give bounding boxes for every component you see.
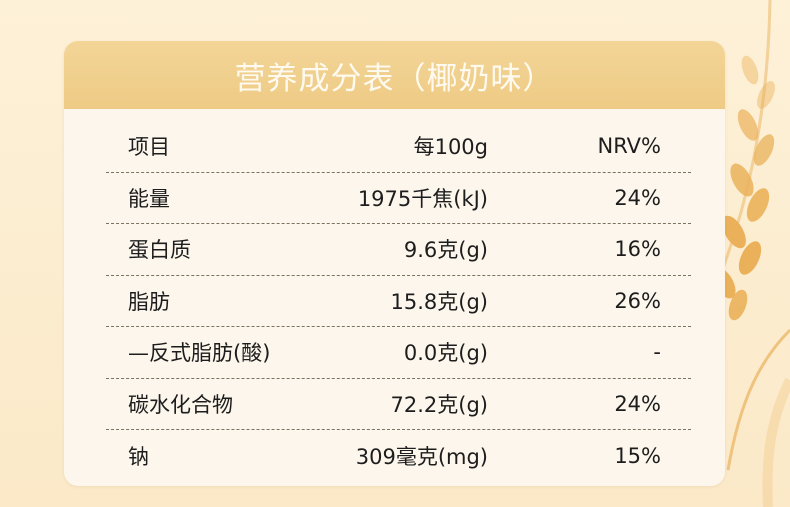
table-row: 碳水化合物 72.2克(g) 24% [106,379,691,430]
row-nrv: 15% [614,443,661,468]
row-item: —反式脂肪(酸) [128,341,271,366]
card-header: 营养成分表（椰奶味） [64,41,725,109]
table-row: 能量 1975千焦(kJ) 24% [106,173,691,224]
row-item: 碳水化合物 [128,392,233,417]
row-per100g: 72.2克(g) [390,392,488,417]
row-nrv: 16% [614,237,661,262]
table-header-row: 项目 每100g NRV% [106,121,691,173]
row-per100g: 0.0克(g) [403,341,488,366]
table-row: 脂肪 15.8克(g) 26% [106,276,691,327]
row-per100g: 1975千焦(kJ) [357,186,488,211]
nutrition-card: 营养成分表（椰奶味） 项目 每100g NRV% 能量 1975千焦(kJ) 2… [64,41,725,486]
row-per100g: 15.8克(g) [390,289,488,314]
table-row: 钠 309毫克(mg) 15% [106,430,691,482]
nutrition-table: 项目 每100g NRV% 能量 1975千焦(kJ) 24% 蛋白质 9.6克… [106,121,691,482]
column-header-item: 项目 [128,135,170,160]
row-item: 能量 [128,186,170,211]
row-nrv: 24% [614,185,661,210]
column-header-nrv: NRV% [597,134,661,159]
row-nrv: 26% [614,288,661,313]
table-title: 营养成分表（椰奶味） [234,60,555,97]
row-item: 钠 [128,444,149,469]
row-item: 蛋白质 [128,238,191,263]
column-header-per100g: 每100g [413,135,488,160]
table-row: —反式脂肪(酸) 0.0克(g) - [106,327,691,379]
row-per100g: 9.6克(g) [403,238,488,263]
row-nrv: - [653,340,661,365]
table-row: 蛋白质 9.6克(g) 16% [106,224,691,276]
row-item: 脂肪 [128,289,170,314]
row-nrv: 24% [614,391,661,416]
row-per100g: 309毫克(mg) [355,444,488,469]
